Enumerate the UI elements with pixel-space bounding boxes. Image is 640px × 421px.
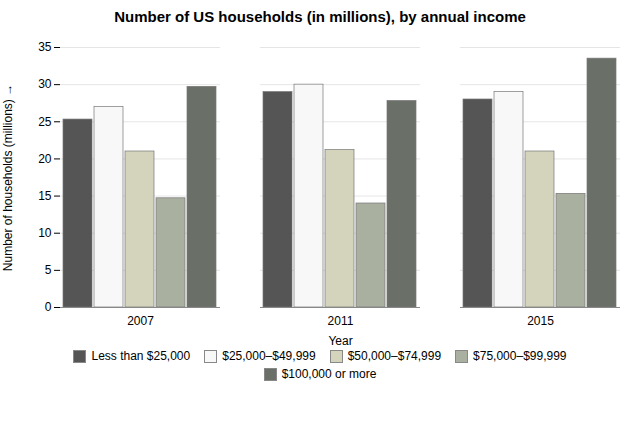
svg-text:10: 10 [38, 226, 52, 240]
svg-text:2007: 2007 [127, 314, 154, 328]
svg-text:20: 20 [38, 152, 52, 166]
svg-text:2015: 2015 [527, 314, 554, 328]
svg-text:Year: Year [328, 334, 352, 348]
svg-text:5: 5 [45, 263, 52, 277]
svg-text:Number of households (millions: Number of households (millions) → [1, 84, 15, 271]
html-text:Less than $25,000: Less than $25,000 [91, 349, 191, 363]
svg-text:15: 15 [38, 189, 52, 203]
html-text:$50,000–$74,999: $50,000–$74,999 [347, 349, 442, 363]
svg-text:25: 25 [38, 115, 52, 129]
svg-text:0: 0 [45, 300, 52, 314]
html-text:$75,000–$99,999: $75,000–$99,999 [473, 349, 567, 363]
svg-text:2011: 2011 [328, 314, 354, 328]
svg-text:30: 30 [38, 77, 52, 91]
html-text:$100,000 or more: $100,000 or more [281, 367, 377, 381]
html-text:Number of US households (in mi: Number of US households (in millions), b… [114, 8, 526, 25]
svg-text:35: 35 [38, 40, 52, 54]
html-text:$25,000–$49,999: $25,000–$49,999 [222, 349, 316, 363]
